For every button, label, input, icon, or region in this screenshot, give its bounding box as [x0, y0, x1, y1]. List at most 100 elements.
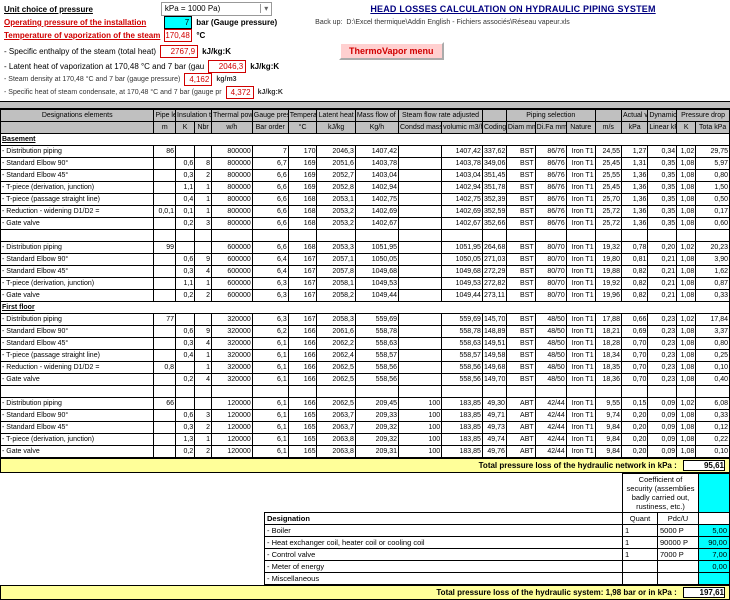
table-row[interactable] [1, 230, 730, 242]
enthalpy-unit: kJ/kg:K [202, 47, 231, 56]
table-row[interactable]: - T-piece (passage straight line)0,41800… [1, 194, 730, 206]
latent-value: 2046,3 [208, 60, 246, 73]
table-row[interactable]: - Standard Elbow 90°0,696000006,41672057… [1, 254, 730, 266]
table-row[interactable]: - Reduction - widening D1/D2 =0,81320000… [1, 362, 730, 374]
col-sub: Coding [482, 122, 506, 134]
system-total-row: Total pressure loss of the hydraulic sys… [0, 585, 730, 600]
table-row[interactable]: - Distribution piping8680000071702046,31… [1, 146, 730, 158]
col-sub: Kg/h [355, 122, 398, 134]
col-group: Thermal power [212, 110, 253, 122]
designation-header: Designation [265, 513, 623, 525]
col-sub: Nbr [195, 122, 212, 134]
table-row[interactable]: - Standard Elbow 90°0,693200006,21662061… [1, 326, 730, 338]
col-group: Temperature actual [288, 110, 317, 122]
op-pressure-label: Operating pressure of the installation [4, 18, 146, 27]
condensate-unit: kJ/kg:K [258, 89, 283, 96]
col-sub: volumic m3/h [442, 122, 483, 134]
table-row[interactable]: - T-piece (derivation, junction)1,116000… [1, 278, 730, 290]
condensate-label: - Specific heat of steam condensate, at … [4, 89, 222, 96]
col-group: Pressure drop [677, 110, 730, 122]
thermovapor-menu-button[interactable]: ThermoVapor menu [339, 42, 444, 60]
col-sub: m [154, 122, 176, 134]
total-item-row: - Heat exchanger coil, heater coil or co… [0, 537, 730, 549]
table-row[interactable]: - Distribution piping773200006,31672058,… [1, 314, 730, 326]
col-sub: Diam mm [506, 122, 535, 134]
table-row[interactable]: - Gate valve0,226000006,31672058,21049,4… [1, 290, 730, 302]
table-row[interactable]: - Standard Elbow 90°0,631200006,11652063… [1, 410, 730, 422]
col-sub: Tota kPa [696, 122, 730, 134]
latent-unit: kJ/kg:K [250, 62, 279, 71]
enthalpy-label: - Specific enthalpy of the steam (total … [4, 47, 156, 56]
col-group [482, 110, 506, 122]
op-pressure-unit: bar (Gauge pressure) [196, 18, 277, 27]
system-total-value: 197,61 [683, 587, 725, 598]
density-unit: kg/m3 [216, 76, 236, 83]
table-row[interactable]: - Gate valve0,238000006,61682053,21402,6… [1, 218, 730, 230]
coef-box[interactable] [699, 474, 730, 513]
col-sub: Nature [566, 122, 595, 134]
table-row[interactable]: - T-piece (derivation, junction)1,118000… [1, 182, 730, 194]
table-row[interactable]: - Distribution piping661200006,11662062,… [1, 398, 730, 410]
table-row[interactable] [1, 386, 730, 398]
section-header: Basement [1, 134, 730, 146]
table-row[interactable]: - T-piece (passage straight line)0,41320… [1, 350, 730, 362]
table-row[interactable]: - Gate valve0,221200006,11652063,8209,31… [1, 446, 730, 458]
col-group: Mass flow of steam [355, 110, 398, 122]
col-sub: K [176, 122, 195, 134]
col-group: Gauge pressure [252, 110, 288, 122]
col-sub [1, 122, 154, 134]
col-sub: Linear kPa [648, 122, 677, 134]
col-group [595, 110, 621, 122]
temp-vap-value: 170,48 [164, 29, 192, 42]
col-sub: Condsd mass Kg tot/h [399, 122, 442, 134]
network-total-row: Total pressure loss of the hydraulic net… [0, 458, 730, 473]
col-group: Actual velocity [621, 110, 647, 122]
density-value: 4,162 [184, 73, 212, 86]
temp-vap-unit: °C [196, 31, 205, 40]
bottom-table: Coefficient of security (assemblies badl… [0, 473, 730, 585]
col-sub: K [677, 122, 696, 134]
table-row[interactable]: - Standard Elbow 90°0,688000006,71692051… [1, 158, 730, 170]
total-item-row: - Meter of energy0,00 [0, 561, 730, 573]
col-group: Insulation type [176, 110, 212, 122]
data-table: Designations elementsPipe lengthInsulati… [0, 109, 730, 458]
total-item-row: - Control valve17000 P7,00 [0, 549, 730, 561]
temp-vap-label: Temperature of vaporization of the steam [4, 31, 160, 40]
enthalpy-value: 2767,9 [160, 45, 198, 58]
total-item-row: - Miscellaneous [0, 573, 730, 585]
table-row[interactable]: - Standard Elbow 45°0,321200006,11652063… [1, 422, 730, 434]
col-group: Dynamic pressure [648, 110, 677, 122]
table-row[interactable]: - Standard Elbow 45°0,328000006,61692052… [1, 170, 730, 182]
table-row[interactable]: - Distribution piping996000006,61682053,… [1, 242, 730, 254]
coef-label: Coefficient of security (assemblies badl… [623, 474, 699, 513]
unit-choice-label: Unit choice of pressure [4, 5, 93, 14]
density-label: - Steam density at 170,48 °C and 7 bar (… [4, 76, 180, 83]
table-row[interactable]: - Reduction - widening D1/D2 =0,0,10,118… [1, 206, 730, 218]
col-sub: °C [288, 122, 317, 134]
backup-path: D:\Excel thermique\Addin English - Fichi… [346, 19, 569, 26]
col-sub: m/s [595, 122, 621, 134]
col-group: Latent heat [317, 110, 355, 122]
col-group: Pipe length [154, 110, 176, 122]
condensate-value: 4,372 [226, 86, 254, 99]
network-total-value: 95,61 [683, 460, 725, 471]
col-sub: Bar order [252, 122, 288, 134]
op-pressure-input[interactable]: 7 [164, 16, 192, 29]
col-group: Steam flow rate adjusted [399, 110, 483, 122]
col-group: Piping selection [506, 110, 595, 122]
page-title: HEAD LOSSES CALCULATION ON HYDRAULIC PIP… [370, 4, 655, 14]
backup-label: Back up: [315, 19, 342, 26]
col-sub: Di.Fa mm [535, 122, 566, 134]
table-row[interactable]: - Gate valve0,243200006,11662062,5558,56… [1, 374, 730, 386]
col-group: Designations elements [1, 110, 154, 122]
header-area: Unit choice of pressure kPa = 1000 Pa)▾ … [0, 0, 730, 101]
chevron-down-icon: ▾ [260, 4, 268, 13]
latent-label: - Latent heat of vaporization at 170,48 … [4, 62, 204, 71]
col-sub: kPa [621, 122, 647, 134]
table-row[interactable]: - T-piece (derivation, junction)1,311200… [1, 434, 730, 446]
col-sub: w/h [212, 122, 253, 134]
section-header: First floor [1, 302, 730, 314]
table-row[interactable]: - Standard Elbow 45°0,343200006,11662062… [1, 338, 730, 350]
table-row[interactable]: - Standard Elbow 45°0,346000006,41672057… [1, 266, 730, 278]
pressure-unit-dropdown[interactable]: kPa = 1000 Pa)▾ [161, 2, 272, 16]
